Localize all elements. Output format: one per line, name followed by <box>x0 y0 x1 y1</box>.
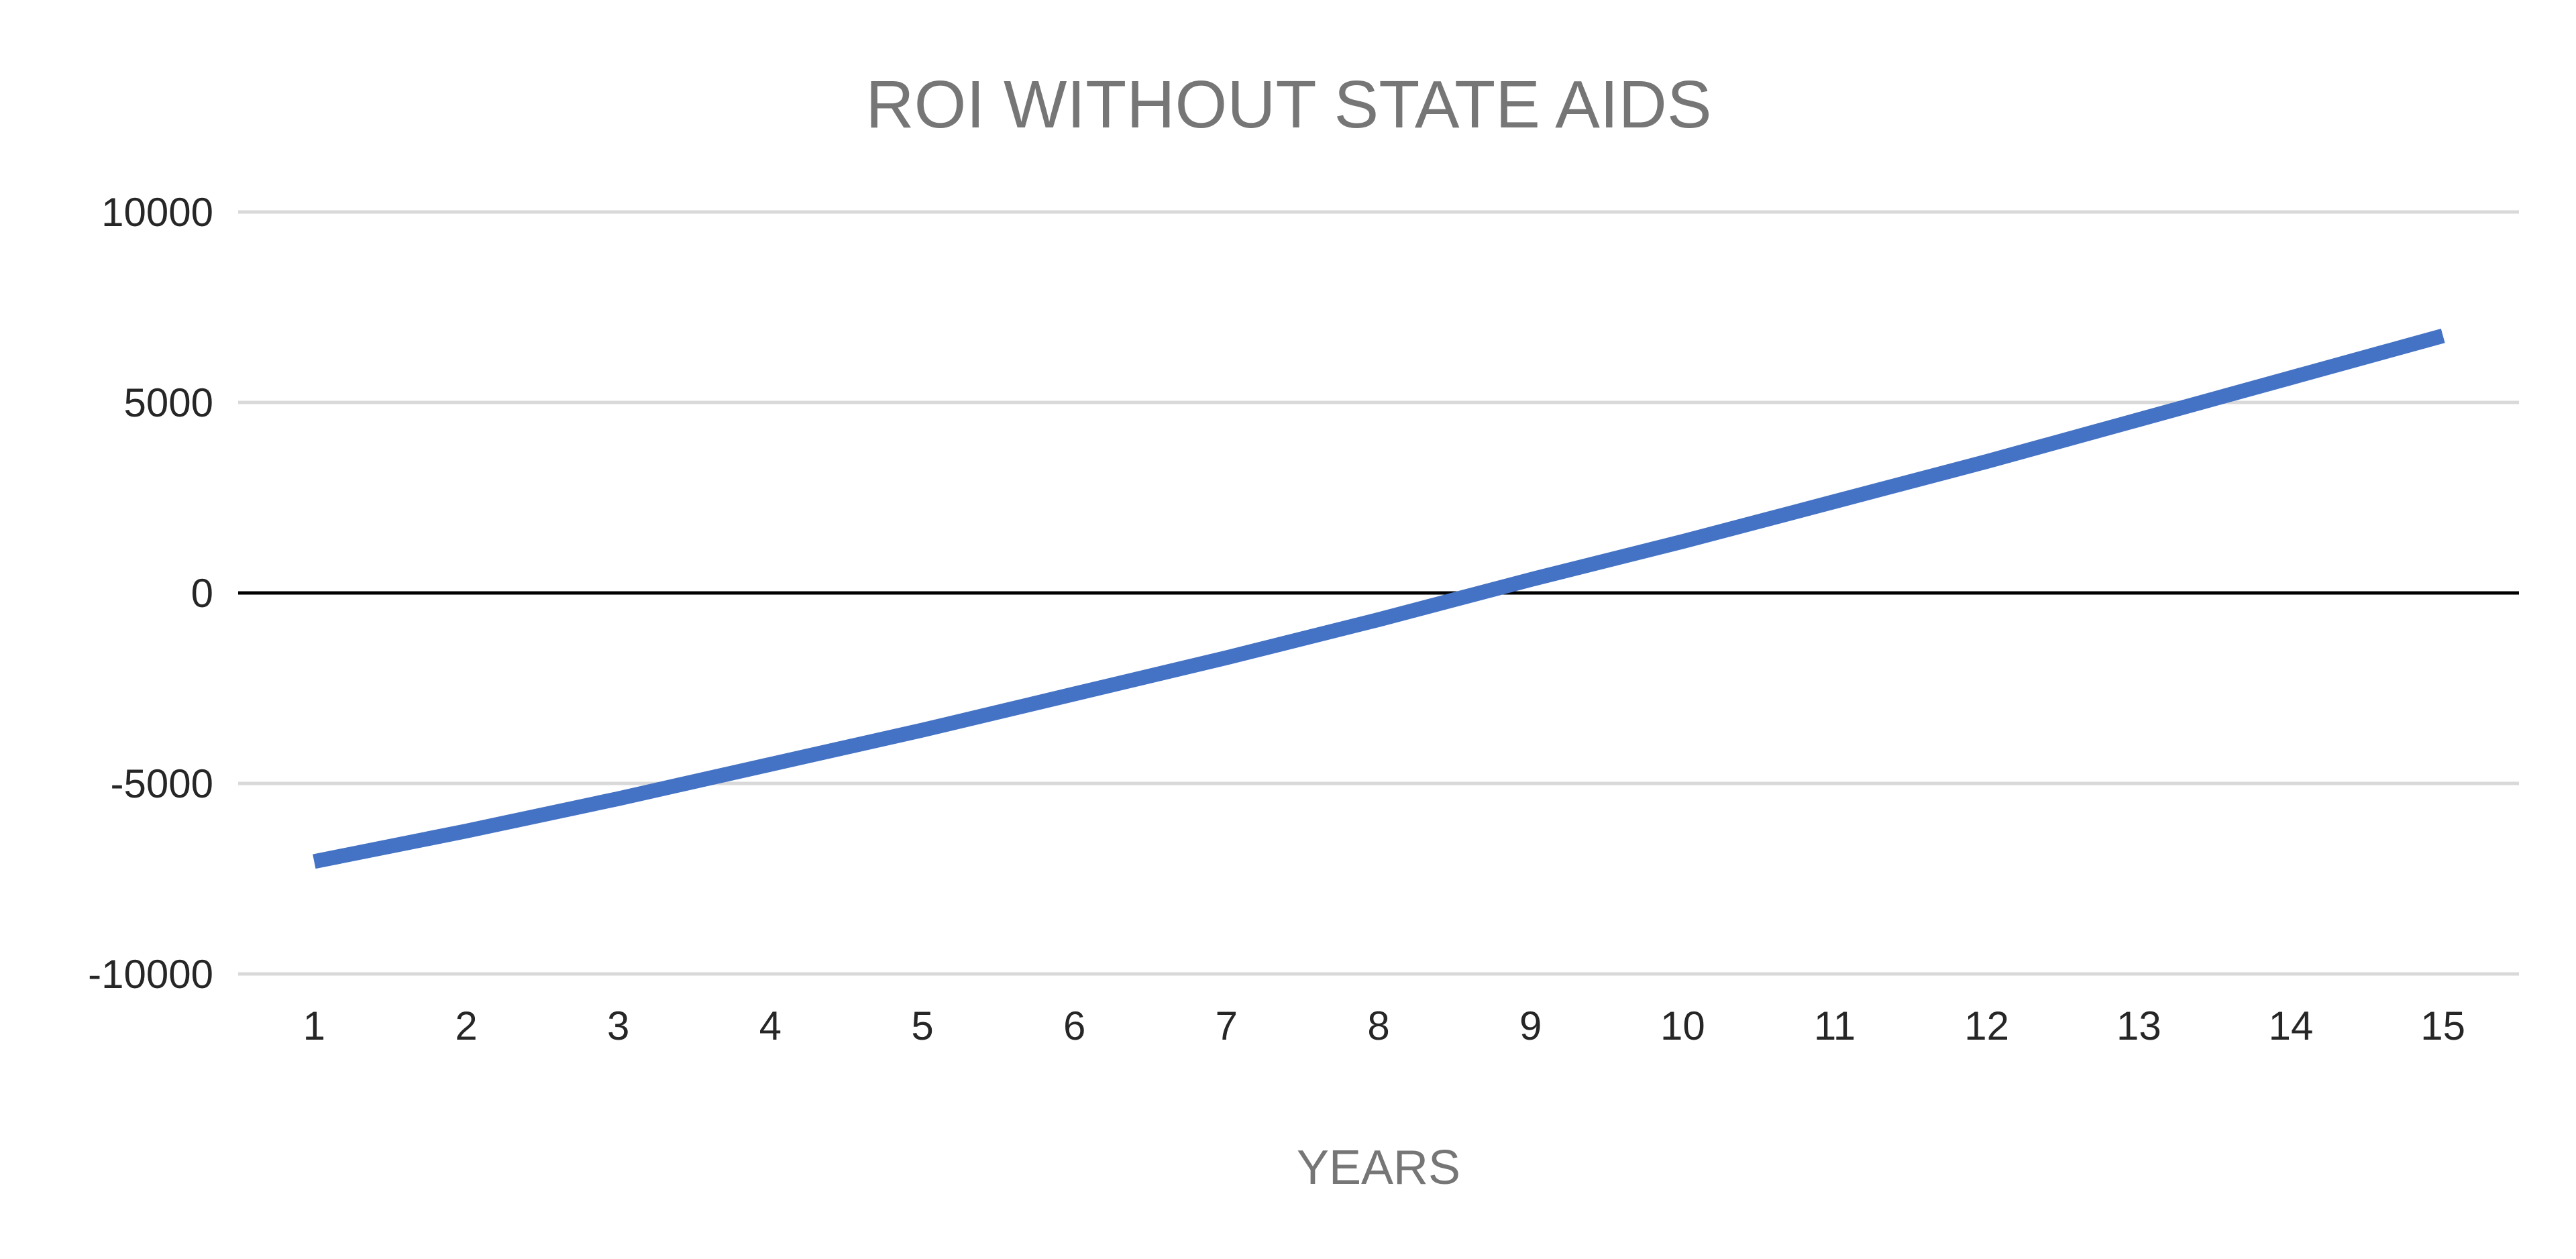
data-point <box>1529 578 1532 581</box>
y-tick-label: 10000 <box>101 190 213 235</box>
data-point <box>2290 376 2292 379</box>
y-tick-label: 5000 <box>124 380 213 425</box>
data-point <box>313 860 315 863</box>
data-point <box>465 830 468 832</box>
data-point <box>769 763 771 766</box>
x-tick-label: 6 <box>1063 1003 1085 1048</box>
x-tick-label: 5 <box>911 1003 933 1048</box>
data-point <box>1225 657 1228 659</box>
x-axis-title: YEARS <box>1297 1141 1460 1195</box>
x-tick-label: 13 <box>2116 1003 2161 1048</box>
x-tick-label: 7 <box>1216 1003 1238 1048</box>
x-tick-label: 15 <box>2420 1003 2465 1048</box>
x-axis-ticks: 1 2 3 4 5 6 7 8 9 10 11 12 13 14 15 <box>303 1003 2465 1048</box>
data-point <box>1377 618 1380 621</box>
x-tick-label: 2 <box>455 1003 477 1048</box>
x-tick-label: 9 <box>1519 1003 1542 1048</box>
x-tick-label: 10 <box>1660 1003 1705 1048</box>
x-tick-label: 3 <box>607 1003 629 1048</box>
chart-title: ROI WITHOUT STATE AIDS <box>865 67 1711 142</box>
data-point <box>1986 460 1988 463</box>
x-tick-label: 1 <box>303 1003 325 1048</box>
data-point <box>2442 335 2445 337</box>
data-point <box>1833 500 1836 503</box>
y-tick-label: 0 <box>191 571 213 616</box>
y-axis-ticks: 10000 5000 0 -5000 -10000 <box>88 190 213 997</box>
y-tick-label: -10000 <box>88 952 213 997</box>
y-tick-label: -5000 <box>111 761 213 806</box>
data-point <box>1073 693 1076 696</box>
series-line <box>313 328 2445 869</box>
gridlines <box>238 210 2519 976</box>
series-lines <box>313 328 2445 869</box>
x-tick-label: 8 <box>1367 1003 1389 1048</box>
x-tick-label: 12 <box>1964 1003 2009 1048</box>
x-tick-label: 11 <box>1814 1003 1856 1048</box>
data-point <box>2137 419 2140 421</box>
data-point <box>1681 540 1684 543</box>
data-point <box>617 798 620 800</box>
x-tick-label: 14 <box>2269 1003 2314 1048</box>
x-tick-label: 4 <box>759 1003 782 1048</box>
data-point <box>921 728 924 731</box>
